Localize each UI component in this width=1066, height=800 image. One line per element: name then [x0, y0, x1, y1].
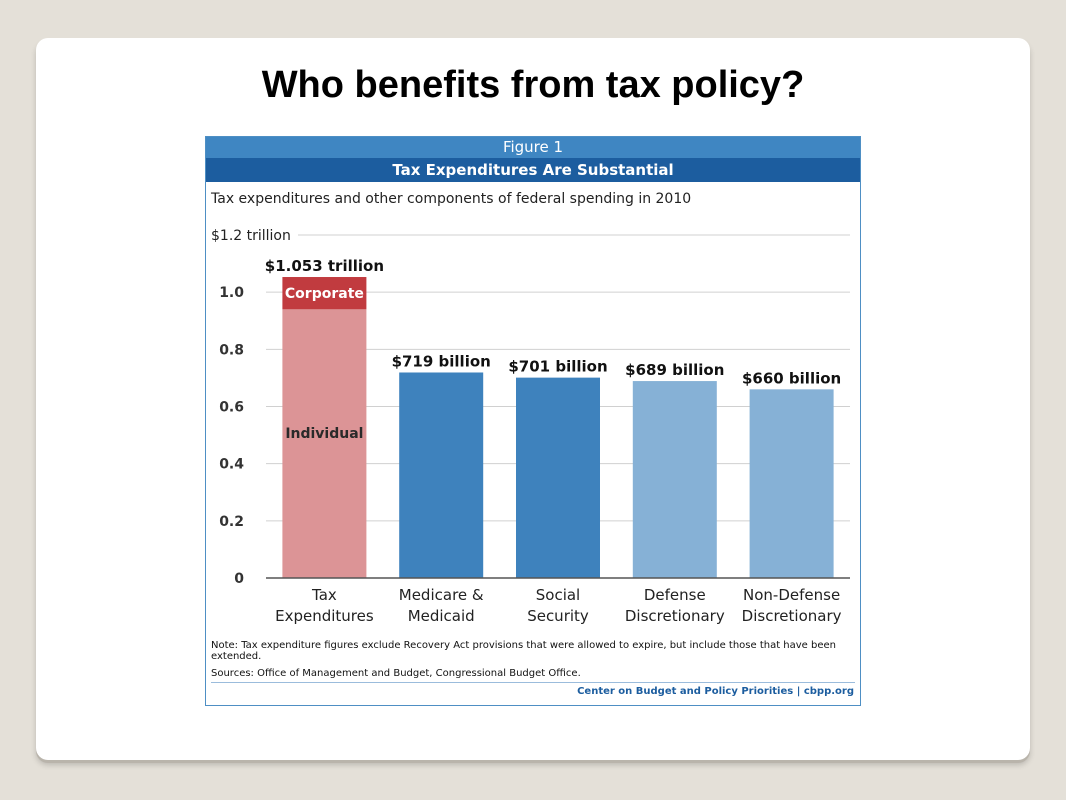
y-unit-label: $1.2 trillion [211, 228, 291, 244]
chart-title: Tax expenditures and other components of… [211, 191, 692, 207]
y-tick-label: 0.2 [219, 514, 244, 530]
slide-title: Who benefits from tax policy? [261, 64, 805, 106]
x-tick-label: Discretionary [625, 607, 725, 625]
figure-heading: Tax Expenditures Are Substantial [206, 158, 860, 182]
bar [399, 372, 484, 578]
bar-value-label: $689 billion [625, 361, 724, 379]
figure-sources: Sources: Office of Management and Budget… [211, 668, 581, 679]
x-tick-label: Tax [311, 586, 337, 604]
y-tick-label: 1.0 [219, 285, 244, 301]
figure-label: Figure 1 [206, 137, 860, 158]
x-tick-label: Discretionary [742, 607, 842, 625]
bar-segment-individual [282, 309, 367, 578]
figure-credit: Center on Budget and Policy Priorities |… [577, 686, 854, 697]
x-tick-label: Defense [644, 586, 706, 604]
y-tick-label: 0.4 [219, 457, 244, 473]
y-tick-label: 0.6 [219, 400, 244, 416]
x-tick-label: Medicare & [399, 586, 484, 604]
figure-panel: Figure 1 Tax Expenditures Are Substantia… [205, 136, 861, 706]
x-tick-label: Security [527, 607, 589, 625]
bar [749, 389, 834, 578]
bar-segment-label: Corporate [285, 286, 364, 302]
bar-segment-corporate [282, 277, 367, 310]
y-tick-label: 0 [234, 571, 244, 587]
bar-value-label: $719 billion [392, 352, 491, 370]
figure-note: Note: Tax expenditure figures exclude Re… [211, 640, 837, 662]
x-tick-label: Non-Defense [743, 586, 840, 604]
bar-value-label: $660 billion [742, 369, 841, 387]
bar-value-label: $701 billion [508, 358, 607, 376]
y-tick-label: 0.8 [219, 342, 244, 358]
bar-segment-label: Individual [285, 426, 363, 442]
bar [516, 377, 600, 578]
bar [632, 381, 717, 578]
x-tick-label: Social [536, 586, 580, 604]
x-tick-label: Expenditures [275, 607, 374, 625]
x-tick-label: Medicaid [408, 607, 475, 625]
figure-divider [211, 682, 855, 683]
bar-value-label: $1.053 trillion [265, 257, 384, 275]
bar-chart: $1.2 trillion 0 0.2 0.4 0.6 0.8 1.0 Individual C… [211, 228, 850, 625]
